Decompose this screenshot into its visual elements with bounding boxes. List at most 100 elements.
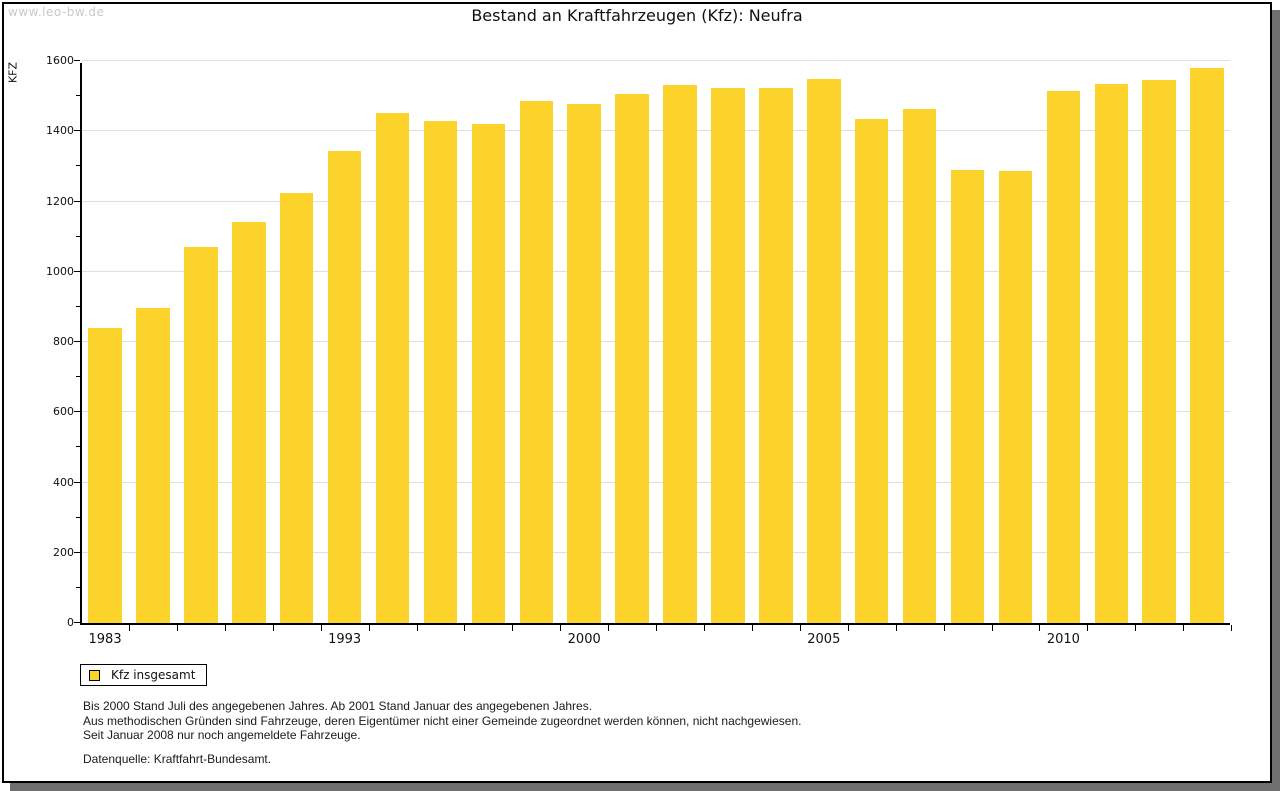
y-tick-600 — [74, 411, 80, 413]
x-tick-label-1993: 1993 — [328, 632, 362, 647]
plot-canvas: 0 200 400 600 800 1000 1200 1400 1600 1983 1993 200… — [46, 54, 1233, 647]
x-tick-14 — [751, 625, 753, 631]
x-tick-20 — [1039, 625, 1041, 631]
bar-1997 — [423, 120, 458, 623]
x-tick-9 — [512, 625, 514, 631]
y-tick-label-600: 600 — [53, 405, 74, 419]
y-tick-1600 — [74, 60, 80, 61]
bar-2006 — [854, 118, 889, 623]
x-tick-16 — [847, 625, 849, 631]
x-tick-12 — [656, 625, 658, 631]
x-tick-label-1983: 1983 — [88, 632, 122, 647]
y-tick-1000 — [74, 270, 80, 272]
gridline-1600 — [82, 60, 1230, 61]
footnote-line-2: Aus methodischen Gründen sind Fahrzeuge,… — [83, 713, 802, 728]
y-tick-200 — [74, 551, 80, 553]
y-tick-800 — [74, 341, 80, 342]
bar-2001 — [615, 94, 649, 623]
y-tick-500 — [76, 446, 80, 448]
gridline-1200 — [82, 200, 1230, 202]
bar-1999 — [519, 101, 554, 623]
y-tick-label-800: 800 — [53, 335, 74, 348]
bar-2012 — [1142, 79, 1176, 623]
footnote-line-1: Bis 2000 Stand Juli des angegebenen Jahr… — [83, 699, 593, 713]
x-tick-11 — [608, 625, 610, 631]
bar-1987 — [184, 246, 218, 623]
legend: Kfz insgesamt — [80, 664, 208, 686]
bar-1998 — [471, 123, 506, 623]
gridline-600 — [82, 411, 1230, 413]
gridline-400 — [82, 481, 1230, 483]
chart-title: Bestand an Kraftfahrzeugen (Kfz): Neufra — [471, 6, 803, 25]
data-source: Datenquelle: Kraftfahrt-Bundesamt. — [83, 752, 272, 766]
bar-2000 — [567, 103, 601, 623]
y-tick-0 — [74, 622, 80, 623]
bar-1989 — [232, 221, 266, 623]
x-tick-4 — [272, 625, 274, 631]
bar-2013 — [1190, 68, 1224, 623]
x-tick-3 — [224, 625, 226, 631]
y-tick-1500 — [76, 95, 80, 97]
y-tick-label-1600: 1600 — [46, 54, 74, 67]
x-tick-17 — [895, 625, 897, 631]
y-tick-label-0: 0 — [67, 616, 74, 629]
legend-swatch-icon — [89, 669, 100, 681]
y-tick-400 — [74, 481, 80, 483]
bar-2007 — [902, 109, 937, 623]
x-tick-21 — [1087, 625, 1089, 631]
x-tick-label-2010: 2010 — [1046, 632, 1080, 647]
y-tick-1200 — [74, 200, 80, 202]
bar-2010 — [1046, 91, 1081, 623]
x-tick-1 — [129, 625, 131, 631]
bar-1985 — [136, 307, 170, 623]
y-tick-1300 — [76, 165, 80, 167]
gridline-1000 — [82, 270, 1230, 272]
plot-area: 0 200 400 600 800 1000 1200 1400 1600 1983 1993 200… — [46, 54, 1233, 647]
y-tick-300 — [76, 516, 80, 518]
x-tick-5 — [320, 625, 322, 631]
y-tick-100 — [76, 586, 80, 588]
y-tick-label-200: 200 — [53, 545, 74, 559]
y-tick-label-400: 400 — [53, 475, 74, 489]
y-tick-label-1200: 1200 — [46, 194, 74, 208]
footnote-line-3: Seit Januar 2008 nur noch angemeldete Fa… — [83, 728, 361, 743]
legend-label: Kfz insgesamt — [111, 668, 196, 682]
y-tick-700 — [76, 376, 80, 378]
bar-2002 — [663, 85, 697, 623]
x-tick-23 — [1183, 625, 1185, 631]
x-tick-label-2000: 2000 — [567, 632, 601, 647]
x-tick-19 — [991, 625, 993, 631]
gridline-200 — [82, 551, 1230, 553]
y-tick-label-1000: 1000 — [46, 264, 74, 278]
bar-2009 — [998, 170, 1033, 623]
bar-1993 — [327, 150, 362, 623]
y-axis-title: KFZ — [6, 61, 20, 84]
x-tick-22 — [1135, 625, 1137, 631]
y-tick-900 — [76, 305, 80, 307]
bar-1995 — [375, 113, 410, 623]
x-tick-15 — [799, 625, 801, 631]
bar-2011 — [1094, 84, 1129, 623]
bar-1983 — [88, 327, 122, 623]
y-tick-1400 — [74, 130, 80, 132]
y-tick-label-1400: 1400 — [46, 124, 74, 138]
x-tick-13 — [704, 625, 706, 631]
chart-frame: www.leo-bw.de Bestand an Kraftfahrzeugen… — [2, 2, 1272, 783]
x-tick-18 — [943, 625, 945, 631]
bar-2003 — [711, 88, 745, 623]
x-tick-label-2005: 2005 — [807, 632, 841, 647]
y-tick-1100 — [76, 235, 80, 237]
x-tick-10 — [560, 625, 562, 631]
gridline-800 — [82, 341, 1230, 342]
bar-2008 — [950, 169, 985, 623]
x-tick-7 — [416, 625, 418, 631]
bar-2005 — [807, 78, 841, 623]
footnotes: Bis 2000 Stand Juli des angegebenen Jahr… — [83, 699, 801, 743]
x-tick-6 — [368, 625, 370, 631]
watermark: www.leo-bw.de — [8, 5, 105, 19]
gridline-1400 — [82, 130, 1230, 132]
bar-2004 — [759, 87, 793, 623]
x-tick-2 — [176, 625, 178, 631]
bar-1991 — [279, 193, 314, 623]
